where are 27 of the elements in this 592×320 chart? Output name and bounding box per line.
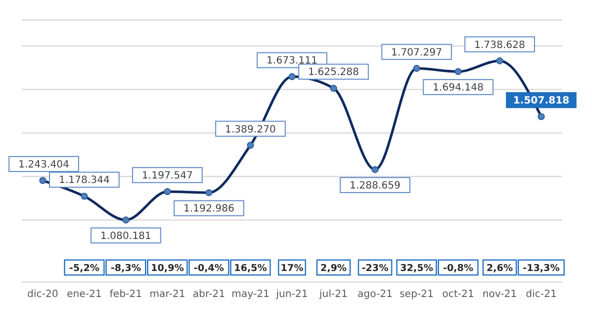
data-label: 1.178.344 <box>58 175 110 186</box>
data-label: 1.080.181 <box>100 230 152 242</box>
data-label: 1.243.404 <box>18 160 70 171</box>
x-tick-label: oct-21 <box>442 289 474 300</box>
data-label: 1.389.270 <box>225 124 276 136</box>
data-label: 1.197.547 <box>142 170 193 182</box>
x-tick-label: abr-21 <box>192 289 226 300</box>
x-tick-label: dic-21 <box>526 289 557 300</box>
data-label: 1.288.659 <box>350 180 401 192</box>
x-tick-label: feb-21 <box>110 289 142 300</box>
x-tick-label: dic-20 <box>27 289 58 300</box>
data-label: 1.192.986 <box>183 204 234 215</box>
x-tick-label: ago-21 <box>358 289 393 300</box>
data-label: 1.707.297 <box>391 47 442 58</box>
data-label: 1.673.111 <box>266 56 318 67</box>
data-label: 1.694.148 <box>432 82 484 94</box>
x-tick-label: sep-21 <box>400 289 434 300</box>
data-label: 1.738.628 <box>474 40 526 51</box>
data-label: 1.625.288 <box>308 67 359 78</box>
x-tick-label: may-21 <box>231 289 270 300</box>
x-tick-label: jul-21 <box>318 289 348 300</box>
x-tick-label: nov-21 <box>482 289 517 300</box>
x-tick-label: jun-21 <box>275 289 308 300</box>
x-tick-label: ene-21 <box>66 289 102 300</box>
change-boxes: -5,2% -8,3% 10,9% -0,4% 16,5% 17% 2,9% -23% 32,5% -0,8% 2,6% -13,3% <box>64 259 565 276</box>
data-label: 1.507.818 <box>513 96 570 107</box>
x-tick-label: mar-21 <box>150 289 186 300</box>
